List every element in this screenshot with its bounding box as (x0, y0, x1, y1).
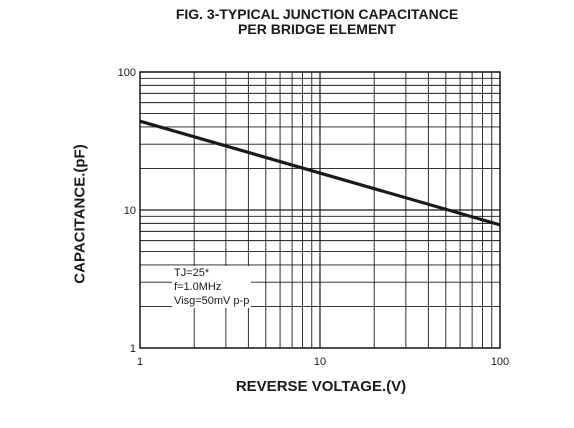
capacitance-curve (139, 119, 501, 227)
chart-title: FIG. 3-TYPICAL JUNCTION CAPACITANCE (175, 6, 459, 22)
y-tick-label: 100 (118, 67, 136, 79)
x-tick-label: 100 (491, 356, 509, 368)
x-axis-label: REVERSE VOLTAGE.(V) (235, 378, 407, 395)
note-frequency: f=1.0MHz (174, 281, 222, 293)
chart-subtitle: PER BRIDGE ELEMENT (238, 21, 396, 37)
plot-frame (139, 71, 501, 349)
y-tick-label: 1 (130, 343, 136, 355)
conditions-note: TJ=25* f=1.0MHz Visg=50mV p-p (172, 266, 252, 308)
note-signal: Visg=50mV p-p (174, 295, 250, 307)
note-temperature: TJ=25* (174, 267, 210, 279)
x-tick-label: 1 (137, 356, 143, 368)
x-tick-label: 10 (314, 356, 326, 368)
y-tick-label: 10 (124, 205, 136, 217)
